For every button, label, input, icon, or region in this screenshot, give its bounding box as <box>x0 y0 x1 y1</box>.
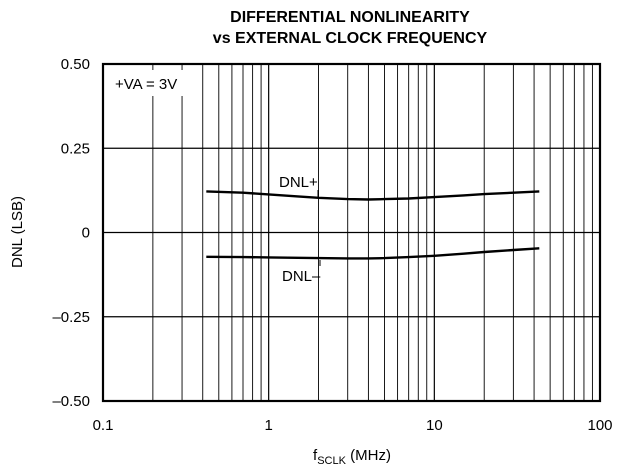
annotation-supply: +VA = 3V <box>115 76 177 93</box>
annotation-background <box>107 70 199 96</box>
x-axis-label-main: f <box>313 447 318 464</box>
y-axis-label: DNL (LSB) <box>9 196 26 268</box>
series-lines <box>206 190 540 266</box>
chart-title-line-2: vs EXTERNAL CLOCK FREQUENCY <box>213 30 488 47</box>
series-label-dnl-plus: DNL+ <box>279 174 318 191</box>
series-line-dnl-minus <box>206 247 540 260</box>
chart-title-line-1: DIFFERENTIAL NONLINEARITY <box>230 9 470 26</box>
y-tick-label: 0 <box>82 225 90 242</box>
plot-frame <box>101 62 602 403</box>
x-tick-label: 1 <box>264 417 272 434</box>
y-tick-label: 0.25 <box>61 140 90 157</box>
y-tick-labels: 0.50 0.25 0 –0.25 –0.50 <box>52 56 90 410</box>
y-tick-label: –0.25 <box>52 309 90 326</box>
x-tick-labels: 0.1 1 10 100 <box>93 417 613 434</box>
x-tick-label: 10 <box>426 417 443 434</box>
x-tick-label: 0.1 <box>93 417 114 434</box>
series-line-dnl-plus <box>206 190 540 201</box>
series-label-dnl-minus: DNL– <box>282 268 321 285</box>
y-tick-label: 0.50 <box>61 56 90 73</box>
grid <box>102 63 601 402</box>
x-axis-label-subscript: SCLK <box>317 455 346 467</box>
x-axis-label-unit: (MHz) <box>346 447 391 464</box>
x-tick-label: 100 <box>587 417 612 434</box>
x-axis-label: fSCLK (MHz) <box>313 447 391 467</box>
y-tick-label: –0.50 <box>52 393 90 410</box>
